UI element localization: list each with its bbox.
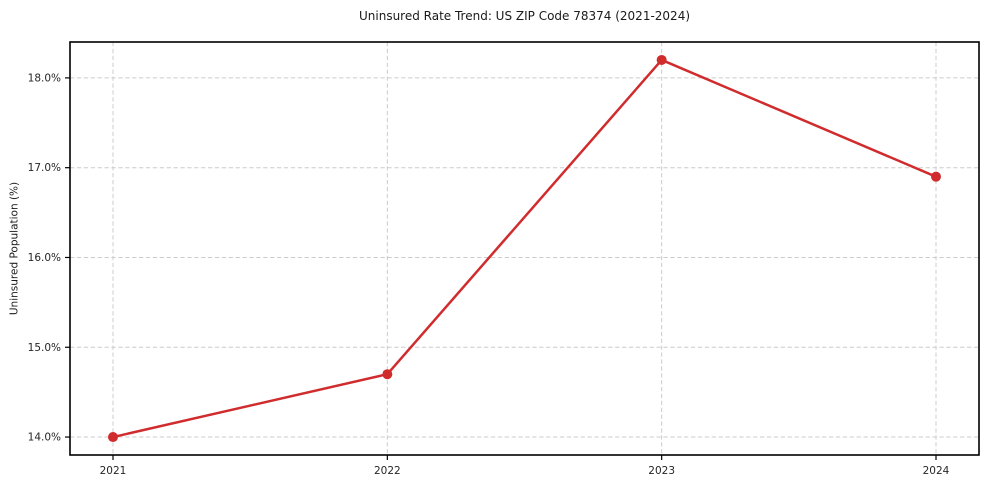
data-point-2022 xyxy=(382,369,393,380)
data-point-2023 xyxy=(656,54,667,65)
x-tick-label: 2021 xyxy=(100,465,127,477)
axes: 14.0% 15.0% 16.0% 17.0% 18.0% 2021 2022 2023 202… xyxy=(28,41,980,477)
y-tick-label: 15.0% xyxy=(28,342,61,354)
y-tick-label: 16.0% xyxy=(28,252,61,264)
gridlines xyxy=(70,42,979,455)
y-tick-label: 17.0% xyxy=(28,162,61,174)
chart-title: Uninsured Rate Trend: US ZIP Code 78374 … xyxy=(358,9,691,23)
data-point-2021 xyxy=(108,432,118,443)
x-tick-label: 2022 xyxy=(374,465,401,477)
x-tick-label: 2023 xyxy=(648,465,675,477)
y-axis-title: Uninsured Population (%) xyxy=(9,182,21,315)
x-tick-label: 2024 xyxy=(923,465,950,477)
data-point-2024 xyxy=(931,171,941,182)
uninsured-rate-line-series xyxy=(108,54,941,443)
y-tick-label: 18.0% xyxy=(28,72,61,84)
y-tick-label: 14.0% xyxy=(28,432,61,444)
